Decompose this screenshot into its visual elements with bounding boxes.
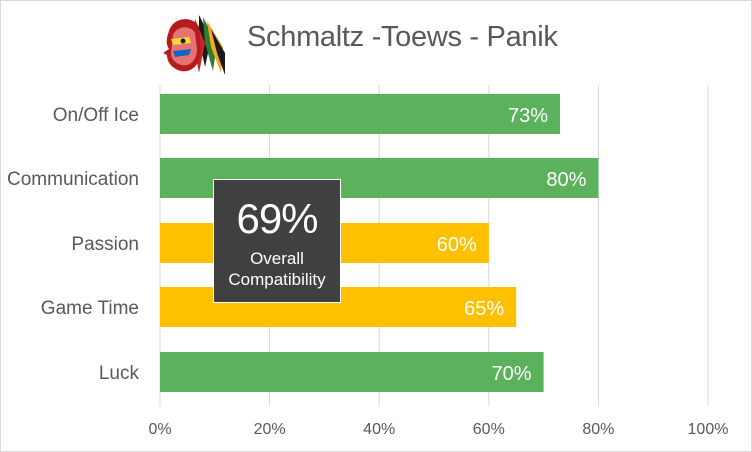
data-label: 73% [508, 105, 548, 127]
x-tick-label: 0% [148, 421, 171, 438]
data-labels: 73% 80% 60% 65% 70% [437, 105, 587, 385]
x-tick-labels: 0% 20% 40% 60% 80% 100% [148, 421, 728, 438]
bar [160, 94, 561, 134]
data-label: 70% [492, 363, 532, 385]
callout-label-line1: Overall [250, 249, 304, 268]
x-tick-label: 60% [473, 421, 505, 438]
category-label: Communication [7, 169, 139, 190]
callout-value: 69% [236, 195, 318, 242]
x-tick-label: 20% [254, 421, 286, 438]
x-tick-label: 80% [582, 421, 614, 438]
category-labels: On/Off Ice Communication Passion Game Time L… [7, 105, 139, 384]
callout-label: Overall Compatibility [214, 248, 340, 290]
category-label: Passion [71, 234, 139, 255]
category-label: Luck [99, 363, 140, 384]
data-label: 65% [464, 298, 504, 320]
x-tick-label: 40% [363, 421, 395, 438]
callout-label-line2: Compatibility [228, 270, 326, 289]
chart-title: Schmaltz -Toews - Panik [247, 21, 558, 53]
category-label: Game Time [41, 298, 139, 319]
data-label: 80% [546, 169, 586, 191]
bar [160, 352, 544, 392]
blackhawks-logo-icon [163, 15, 225, 75]
x-tick-label: 100% [688, 421, 729, 438]
category-label: On/Off Ice [53, 105, 139, 126]
overall-compatibility-callout: 69% Overall Compatibility [213, 179, 341, 303]
data-label: 60% [437, 234, 477, 256]
